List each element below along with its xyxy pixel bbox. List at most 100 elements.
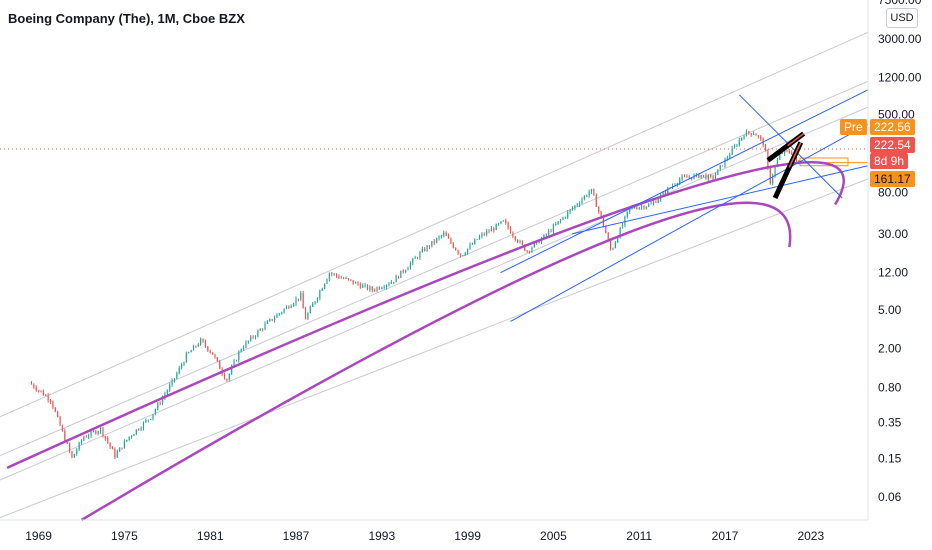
candle-body: [35, 387, 37, 391]
marker-price-tag: 161.17: [870, 171, 915, 187]
parabolic-arcs: [6, 160, 845, 522]
blue-trend-line: [738, 94, 843, 199]
candle-body: [428, 245, 431, 247]
premarket-label-tag: Pre: [840, 119, 867, 135]
candle-body: [247, 340, 249, 343]
candle-body: [393, 282, 395, 283]
candle-body: [300, 293, 302, 300]
candle-body: [610, 239, 612, 250]
candle-body: [242, 347, 245, 350]
candle-body: [691, 177, 693, 180]
candle-body: [181, 364, 183, 368]
candle-body: [54, 407, 56, 412]
x-tick-label: 1981: [197, 529, 224, 543]
candle-body: [257, 330, 259, 337]
candle-body: [183, 362, 185, 365]
candle-body: [142, 422, 145, 429]
candle-body: [374, 290, 376, 292]
candle-body: [197, 344, 199, 347]
candle-body: [276, 314, 278, 318]
candle-body: [688, 177, 690, 179]
grey-channel-line: [0, 80, 869, 457]
candle-body: [383, 287, 385, 289]
candle-body: [76, 449, 78, 455]
premarket-price: 222.56: [874, 120, 911, 134]
candle-body: [228, 373, 230, 380]
candle-body: [388, 283, 390, 285]
candle-body: [278, 313, 280, 315]
candle-body: [483, 233, 485, 235]
candle-body: [188, 352, 190, 354]
currency-selector[interactable]: USD: [886, 8, 918, 28]
candle-body: [45, 395, 47, 397]
candle-body: [402, 270, 404, 273]
candle-body: [517, 239, 519, 243]
candle-body: [114, 449, 116, 458]
candle-body: [624, 216, 626, 225]
candle-body: [414, 257, 416, 259]
candle-body: [753, 133, 755, 135]
candle-body: [431, 241, 433, 247]
candle-body: [30, 382, 33, 385]
candle-body: [369, 286, 371, 290]
y-tick-label: 30.00: [878, 227, 908, 241]
candle-body: [645, 206, 647, 209]
candle-body: [586, 195, 588, 197]
candle-body: [619, 227, 621, 239]
candle-body: [88, 435, 90, 437]
candle-body: [33, 384, 35, 388]
candle-body: [204, 341, 207, 347]
candle-body: [71, 451, 73, 458]
candle-body: [791, 152, 793, 155]
candle-body: [207, 346, 209, 351]
candle-body: [507, 222, 509, 228]
candle-body: [314, 301, 316, 304]
candle-body: [238, 351, 240, 361]
candle-body: [407, 267, 409, 271]
candle-body: [157, 403, 159, 410]
candle-body: [99, 427, 102, 432]
candle-body: [135, 429, 137, 435]
candle-body: [617, 238, 619, 243]
candle-body: [521, 241, 524, 245]
candle-body: [295, 298, 297, 304]
candle-body: [738, 140, 740, 146]
candle-body: [497, 223, 500, 225]
candle-body: [481, 233, 483, 237]
candle-body: [636, 208, 638, 210]
candle-body: [395, 276, 397, 283]
candle-body: [788, 150, 790, 153]
blue-trend-line: [500, 89, 869, 274]
candle-body: [85, 436, 87, 438]
x-tick-label: 1969: [25, 529, 52, 543]
candle-body: [254, 336, 257, 338]
candle-body: [705, 174, 707, 180]
candle-body: [378, 287, 381, 289]
candle-body: [450, 238, 452, 244]
price-axis[interactable]: 7500.00 3000.00 1200.00 500.00 80.00 30.00 12.…: [867, 0, 922, 520]
candle-body: [385, 284, 388, 288]
candle-body: [552, 225, 555, 232]
candle-body: [533, 242, 535, 248]
candle-body: [490, 228, 493, 232]
candle-body: [312, 303, 314, 307]
candle-body: [469, 244, 471, 249]
candle-body: [171, 380, 173, 385]
candle-body: [66, 440, 68, 444]
last-price-tag: 222.54: [870, 137, 915, 153]
time-axis[interactable]: 1969 1975 1981 1987 1993 1999 2005 2011 2017 2023: [0, 519, 868, 543]
candle-body: [626, 211, 628, 217]
candle-body: [629, 207, 631, 212]
x-tick-label: 1975: [111, 529, 138, 543]
candle-body: [107, 438, 109, 443]
blue-trend-line: [571, 165, 869, 235]
candle-body: [748, 131, 750, 134]
candle-body: [557, 221, 559, 225]
candle-body: [214, 354, 216, 358]
candle-body: [73, 454, 75, 458]
candle-body: [798, 160, 800, 163]
candle-body: [64, 430, 66, 441]
candle-body: [364, 284, 366, 286]
wedge-red-stroke: [788, 142, 802, 168]
